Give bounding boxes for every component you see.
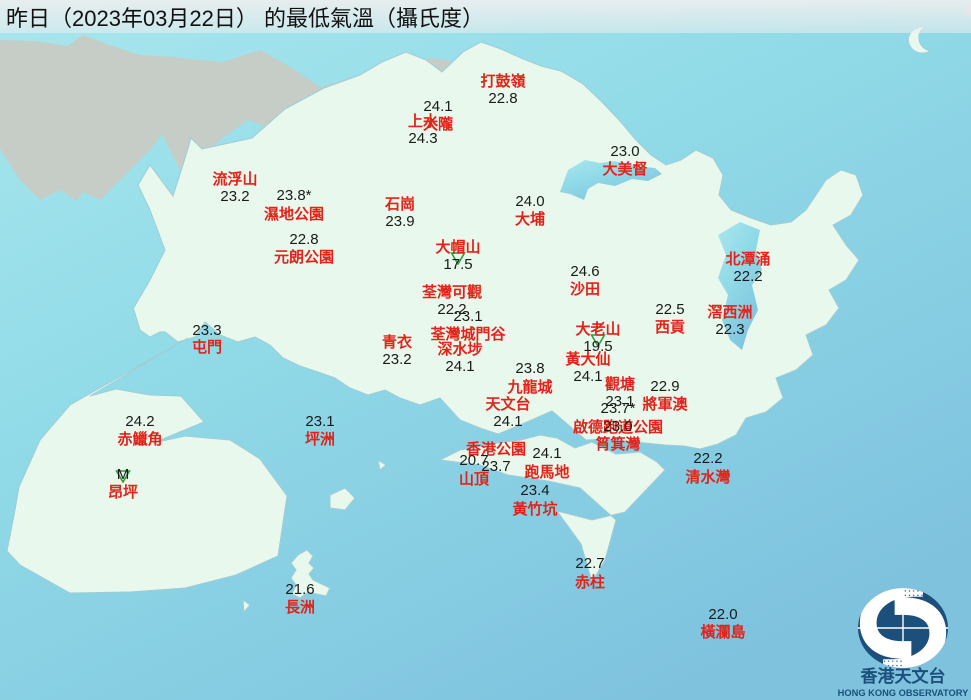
svg-text:HONG KONG OBSERVATORY: HONG KONG OBSERVATORY bbox=[838, 688, 969, 698]
svg-text:香港天文台: 香港天文台 bbox=[861, 666, 946, 686]
